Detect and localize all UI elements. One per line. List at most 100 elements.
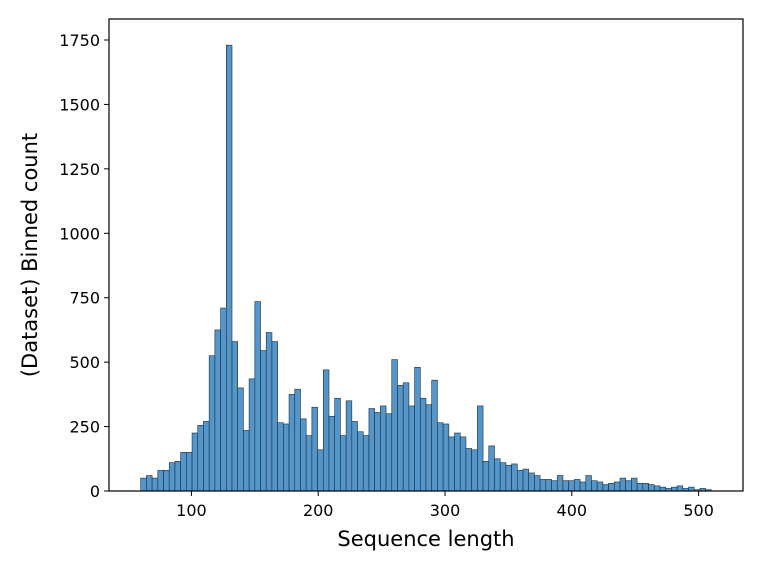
histogram-bar (528, 472, 535, 492)
histogram-bar (579, 481, 587, 492)
y-tick-label: 500 (69, 353, 100, 372)
histogram-bar (613, 481, 621, 492)
histogram-bar (328, 415, 336, 492)
histogram-bar (465, 448, 472, 492)
histogram-bar (631, 477, 638, 492)
histogram-bar (625, 480, 632, 492)
y-tick-label: 1500 (59, 95, 100, 114)
histogram-bar (157, 470, 164, 492)
histogram-bar (459, 436, 467, 492)
histogram-bar (516, 470, 524, 492)
histogram-bar (163, 470, 170, 492)
histogram-bar (322, 369, 330, 492)
histogram-bar (357, 431, 364, 492)
histogram-bar (676, 485, 684, 492)
x-tick-label: 300 (430, 501, 461, 520)
histogram-bar (397, 385, 404, 492)
y-tick-label: 1250 (59, 160, 100, 179)
histogram-bar (448, 436, 455, 492)
histogram-bar (374, 412, 381, 492)
y-axis-ticks: 0 250 500 750 1000 1250 1500 1750 (59, 31, 109, 501)
histogram-bar (174, 461, 181, 492)
histogram-bar (351, 421, 358, 492)
histogram-bar (237, 387, 244, 492)
histogram-bar (340, 435, 347, 492)
histogram-bar (442, 423, 450, 492)
histogram-bar (574, 479, 581, 492)
histogram-bar (380, 405, 387, 492)
histogram-bar (362, 435, 370, 492)
histogram-bar (551, 480, 558, 492)
histogram-bar (636, 482, 644, 492)
histogram-bar (140, 477, 147, 492)
histogram-bar (522, 468, 530, 492)
histogram-bar (294, 388, 301, 492)
histogram-bar (648, 484, 655, 492)
histogram-bar (311, 406, 318, 492)
histogram-bar (642, 482, 649, 492)
histogram-bar (288, 394, 296, 492)
histogram-bar (414, 366, 421, 492)
histogram-bar (214, 329, 221, 492)
y-tick-label: 250 (69, 418, 100, 437)
y-tick-label: 0 (90, 482, 100, 501)
x-tick-label: 100 (176, 501, 207, 520)
histogram-bar (596, 481, 604, 492)
histogram-bar (368, 408, 375, 492)
histogram-bar (271, 341, 278, 492)
histogram-bar (265, 332, 273, 492)
histogram-bar (220, 307, 227, 492)
histogram-bar (146, 475, 153, 492)
histogram-bar (619, 477, 627, 492)
histogram-bar (208, 355, 216, 492)
histogram-bar (180, 452, 187, 492)
y-tick-label: 750 (69, 289, 100, 308)
histogram-bar (494, 458, 501, 492)
histogram-bar (499, 462, 507, 492)
histogram-bar (539, 479, 547, 492)
x-tick-label: 200 (303, 501, 334, 520)
plot-frame (108, 18, 744, 492)
histogram-bar (482, 461, 490, 492)
histogram-bar (602, 484, 609, 492)
histogram-bar (653, 485, 661, 492)
histogram-bar (431, 379, 438, 492)
histogram-bar (283, 423, 290, 492)
histogram-bar (505, 464, 512, 492)
histogram-bar (305, 435, 313, 492)
y-tick-label: 1750 (59, 31, 100, 50)
histogram-bar (402, 382, 410, 492)
histogram-bar (425, 404, 433, 492)
histogram-bar (151, 477, 159, 492)
histogram-bar (191, 432, 199, 492)
histogram-bar (568, 480, 575, 492)
histogram-bar (243, 430, 250, 492)
histogram-bar (471, 449, 478, 492)
histogram-bar (534, 475, 541, 492)
histogram-bar (545, 479, 552, 492)
histogram-bar (197, 424, 204, 492)
histogram-bar (556, 475, 564, 492)
x-tick-label: 400 (557, 501, 588, 520)
histogram-bar (203, 421, 210, 492)
histogram-bar (477, 405, 484, 492)
histogram-bar (391, 359, 398, 492)
histogram-bar (254, 301, 261, 492)
histogram-bar (168, 462, 176, 492)
histogram-bar (300, 418, 307, 492)
histogram-bar (317, 449, 324, 492)
x-axis-ticks: 100 200 300 400 500 (176, 491, 714, 520)
histogram-bar (260, 350, 267, 492)
histogram-bar (511, 463, 518, 492)
histogram-bar (437, 422, 444, 492)
histogram-bar (454, 432, 461, 492)
histogram-bar (419, 397, 427, 492)
histogram-bar (225, 44, 233, 492)
histogram-bar (277, 422, 284, 492)
x-axis-label: Sequence length (337, 527, 514, 551)
histogram-bars (140, 44, 712, 492)
histogram-bar (345, 400, 353, 492)
histogram-bar (591, 480, 598, 492)
histogram-bar (585, 475, 592, 492)
